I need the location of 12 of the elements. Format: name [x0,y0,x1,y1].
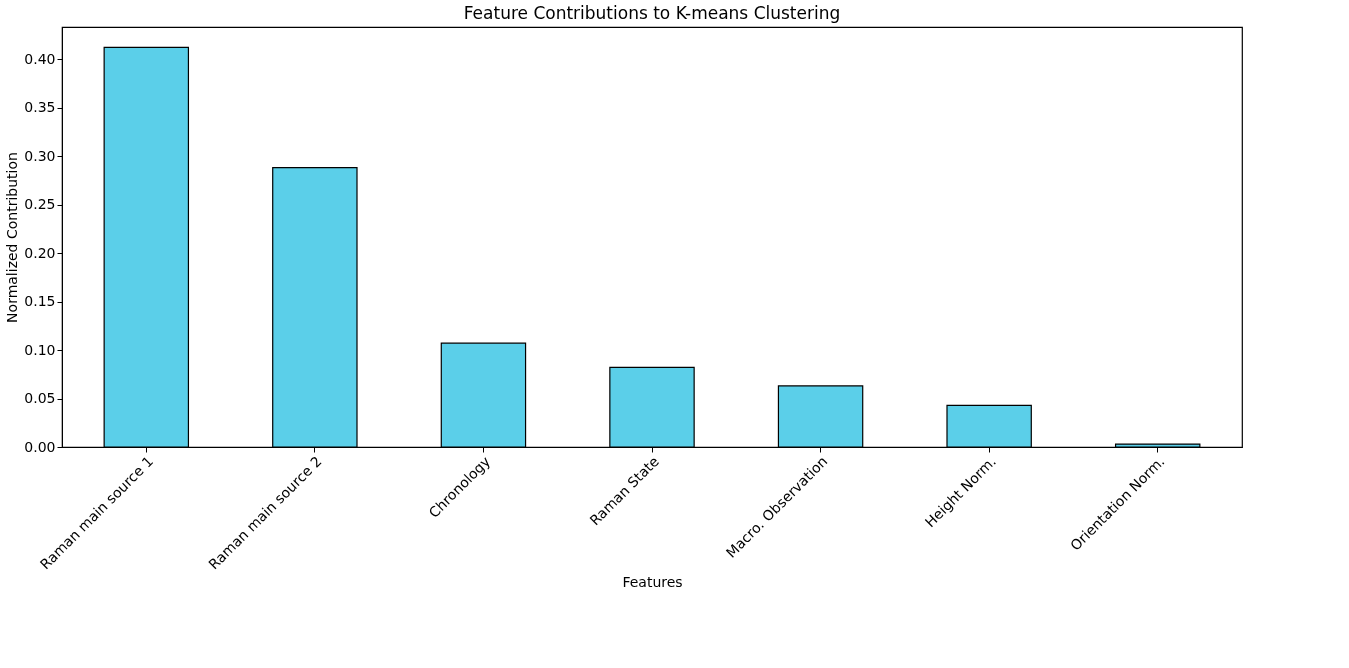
y-tick-label: 0.30 [24,147,56,164]
y-tick-label: 0.10 [24,341,56,358]
y-tick-label: 0.25 [24,196,56,213]
y-tick-label: 0.00 [24,438,56,455]
x-axis-title: Features [622,574,683,591]
chart-title: Feature Contributions to K-means Clustering [463,3,841,23]
y-axis-title: Normalized Contribution [4,152,21,323]
y-tick-label: 0.20 [24,244,56,261]
y-tick-label: 0.05 [24,390,56,406]
y-tick-label: 0.15 [24,293,56,309]
y-tick-label: 0.40 [24,50,56,67]
y-tick-label: 0.35 [24,99,56,116]
